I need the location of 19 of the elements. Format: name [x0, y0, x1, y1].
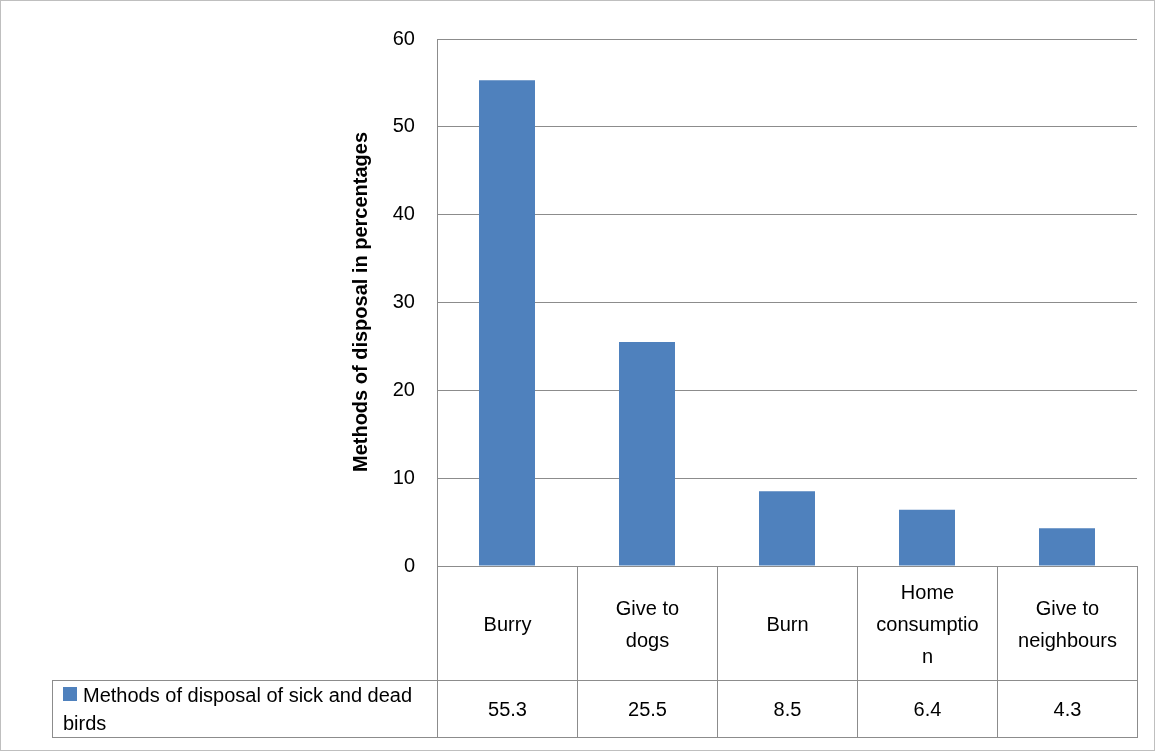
data-label: 8.5 [717, 680, 858, 738]
x-tick-label: Give to dogs [577, 566, 718, 681]
y-tick-label: 50 [392, 114, 415, 137]
data-label: 6.4 [857, 680, 998, 738]
data-label: 25.5 [577, 680, 718, 738]
y-tick-label: 10 [392, 465, 415, 488]
x-tick-label: Home consumption [857, 566, 998, 681]
x-tick-label: Give to neighbours [997, 566, 1138, 681]
x-tick-label: Burn [717, 566, 858, 681]
legend-label: Methods of disposal of sick and dead birds [52, 680, 438, 738]
y-tick-label: 20 [392, 377, 415, 400]
data-label: 55.3 [437, 680, 578, 738]
data-label: 4.3 [997, 680, 1138, 738]
x-tick-label: Burry [437, 566, 578, 681]
y-tick-label: 60 [392, 26, 415, 49]
y-tick-label: 40 [392, 202, 415, 225]
y-tick-label: 30 [392, 290, 415, 313]
y-axis-title: Methods of disposal in percentages [348, 131, 372, 473]
y-tick-label: 0 [403, 553, 415, 576]
